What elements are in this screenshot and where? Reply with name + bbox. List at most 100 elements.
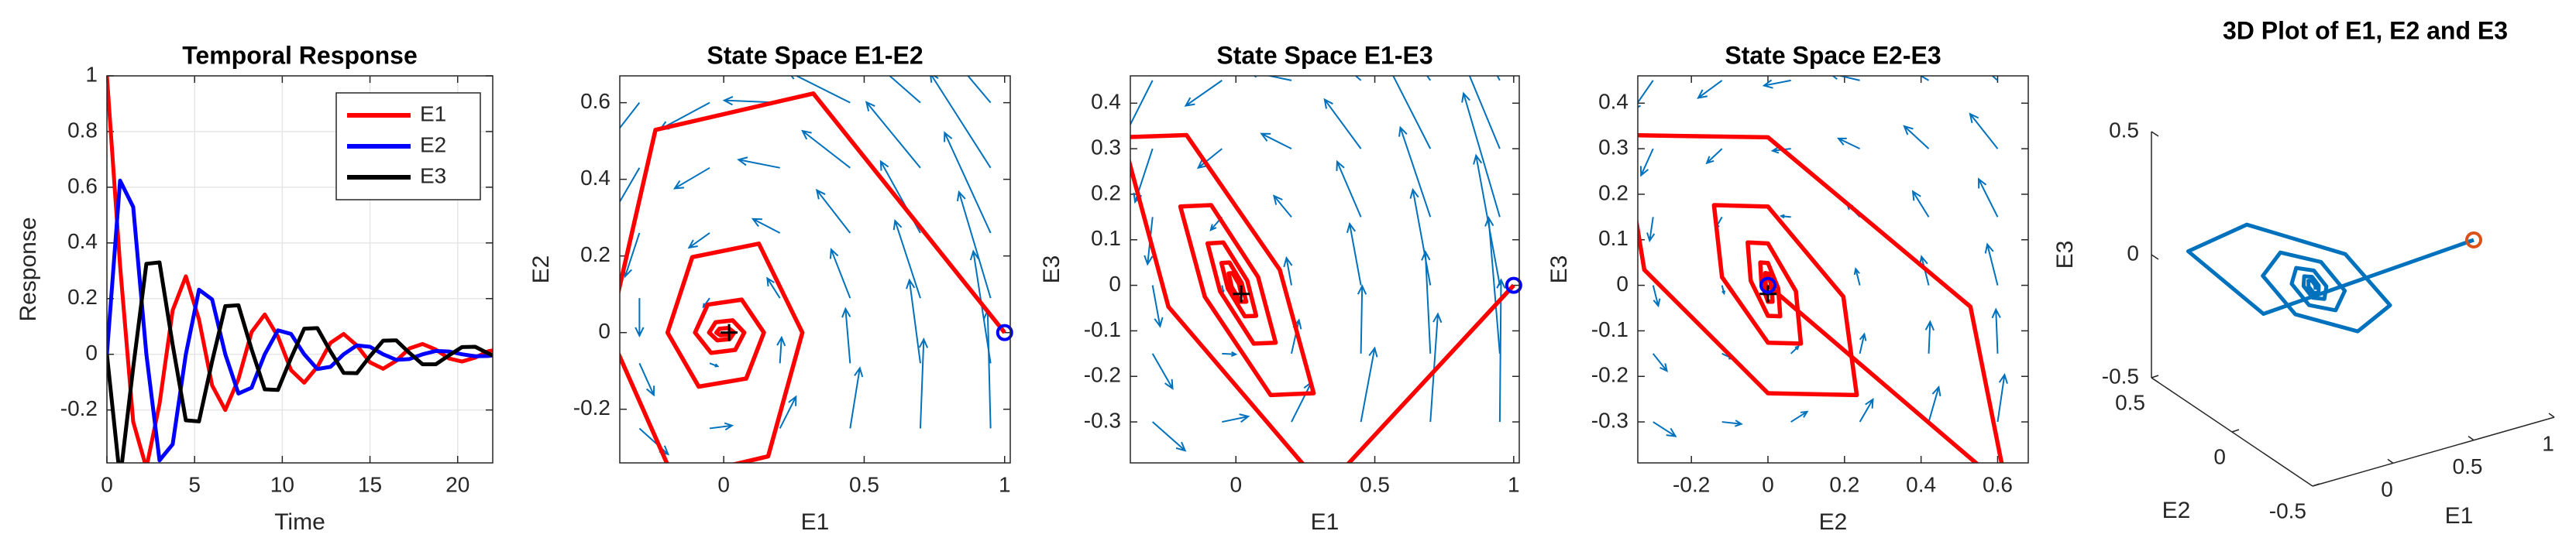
quiver-arrow bbox=[1721, 420, 1743, 427]
quiver-arrow bbox=[967, 76, 992, 104]
quiver-arrow bbox=[1323, 98, 1362, 149]
quiver-arrow bbox=[930, 76, 992, 169]
quiver-arrow bbox=[1283, 256, 1293, 286]
x-tick-label: 0 bbox=[1230, 472, 1242, 496]
x-tick-label: -0.2 bbox=[1673, 472, 1710, 496]
quiver-arrow bbox=[1652, 353, 1668, 373]
tick-mark bbox=[2312, 483, 2320, 487]
y-tick-label: -0.2 bbox=[573, 396, 610, 420]
quiver-arrow bbox=[918, 337, 929, 429]
quiver-arrow bbox=[1196, 148, 1223, 170]
end-marker bbox=[1759, 285, 1776, 303]
y-tick-label: 0.2 bbox=[67, 285, 98, 309]
plot-content bbox=[1638, 76, 2008, 463]
series-line bbox=[107, 260, 493, 463]
y-tick-label: 0.2 bbox=[1598, 180, 1628, 204]
quiver-arrow bbox=[1151, 353, 1174, 390]
x-axis-label: E1 bbox=[2445, 503, 2474, 529]
quiver-arrow bbox=[1152, 421, 1187, 452]
quiver-arrow bbox=[751, 218, 781, 234]
chart-title: State Space E2-E3 bbox=[1725, 41, 1941, 69]
quiver-arrow bbox=[1336, 159, 1362, 218]
tick-mark bbox=[2387, 458, 2394, 464]
y-tick-label: -0.2 bbox=[1591, 363, 1628, 387]
x-axis-label: E1 bbox=[1311, 509, 1340, 535]
quiver-arrow bbox=[815, 188, 851, 234]
y-axis-label: E3 bbox=[1039, 255, 1064, 284]
quiver-arrow bbox=[1130, 80, 1154, 135]
quiver-arrow bbox=[1928, 385, 1941, 423]
plot-area bbox=[1130, 76, 1519, 463]
quiver-arrow bbox=[841, 307, 851, 364]
x-axis-line bbox=[2312, 416, 2555, 487]
quiver-arrow bbox=[1853, 267, 1861, 286]
chart-title: State Space E1-E3 bbox=[1216, 41, 1432, 69]
quiver-arrow bbox=[944, 131, 992, 234]
plot-content bbox=[620, 76, 1006, 463]
quiver-arrow bbox=[1646, 217, 1656, 243]
quiver-arrow bbox=[1409, 187, 1432, 286]
x-tick-label: 1 bbox=[2542, 431, 2554, 455]
quiver-arrow bbox=[620, 167, 641, 204]
y-axis-label: E2 bbox=[528, 255, 554, 284]
z-tick-label: -0.5 bbox=[2102, 364, 2139, 388]
quiver-arrow bbox=[1151, 285, 1164, 328]
quiver-arrow bbox=[1991, 307, 2001, 354]
axes-box bbox=[1637, 75, 2029, 464]
quiver-arrow bbox=[1919, 76, 1930, 81]
quiver-arrow bbox=[672, 166, 710, 190]
plot-area bbox=[1638, 76, 2028, 463]
x-axis-label: Time bbox=[274, 509, 325, 535]
quiver-arrow bbox=[709, 362, 720, 368]
x-tick-label: 0.6 bbox=[1983, 472, 2013, 496]
x-tick-label: 0 bbox=[1762, 472, 1774, 496]
y-tick-label: 0 bbox=[598, 319, 610, 343]
y-tick-label: 0.4 bbox=[67, 229, 98, 253]
quiver-arrow bbox=[1652, 285, 1661, 308]
y-tick-label: -0.3 bbox=[1084, 408, 1121, 432]
quiver-arrow bbox=[635, 298, 645, 337]
y-axis-label: E3 bbox=[1546, 255, 1572, 284]
x-tick-label: 1 bbox=[1508, 472, 1520, 496]
x-axis-label: E1 bbox=[801, 509, 830, 535]
tick-mark bbox=[2151, 375, 2159, 379]
y-tick-label: 0.6 bbox=[580, 89, 610, 113]
quiver-arrow bbox=[1653, 421, 1677, 437]
quiver-arrow bbox=[1461, 91, 1501, 218]
y-tick-label: 0.4 bbox=[580, 166, 610, 190]
y-tick-label: 0.4 bbox=[1091, 90, 1121, 114]
quiver-arrow bbox=[1357, 284, 1367, 354]
x-tick-label: 0 bbox=[717, 472, 730, 496]
y-tick-label: -0.5 bbox=[2269, 498, 2306, 522]
quiver-arrow bbox=[1924, 320, 1935, 354]
quiver-arrow bbox=[1484, 215, 1501, 354]
quiver-arrow bbox=[956, 190, 992, 299]
quiver-arrow bbox=[888, 76, 921, 104]
quiver-arrow bbox=[638, 362, 655, 397]
y-tick-label: 0.3 bbox=[1091, 135, 1121, 159]
x-tick-label: 20 bbox=[445, 472, 469, 496]
x-tick-label: 0 bbox=[2381, 478, 2393, 502]
quiver-arrow bbox=[1360, 346, 1378, 423]
chart-title: Temporal Response bbox=[182, 41, 417, 69]
quiver-arrow bbox=[1969, 112, 1999, 149]
trajectory-3d bbox=[2186, 222, 2475, 334]
x-tick-label: 1 bbox=[999, 472, 1011, 496]
y-tick-label: -0.2 bbox=[60, 396, 98, 420]
x-tick-label: 0.2 bbox=[1829, 472, 1859, 496]
legend-label: E2 bbox=[420, 132, 446, 156]
y-tick-label: -0.3 bbox=[1591, 408, 1628, 432]
quiver-arrow bbox=[1272, 194, 1292, 218]
quiver-arrow bbox=[1721, 285, 1726, 296]
y-tick-label: 0.2 bbox=[580, 242, 610, 266]
z-tick-label: 0.5 bbox=[2109, 118, 2139, 142]
quiver-arrow bbox=[620, 102, 641, 129]
z-tick-label: 0 bbox=[2127, 241, 2139, 265]
quiver-arrow bbox=[1859, 332, 1867, 355]
quiver-arrow bbox=[1222, 413, 1250, 423]
x-tick-label: 5 bbox=[188, 472, 201, 496]
quiver-arrow bbox=[849, 366, 864, 429]
quiver-arrow bbox=[1831, 76, 1860, 81]
